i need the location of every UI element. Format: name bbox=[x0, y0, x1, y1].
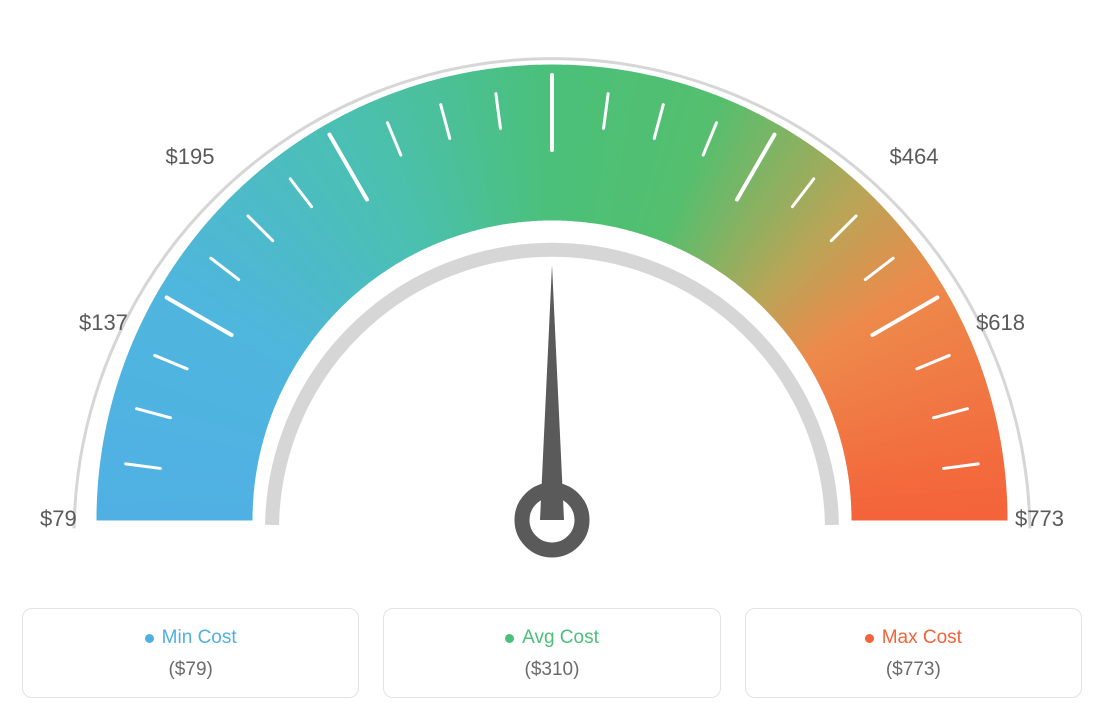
legend-card-max: Max Cost ($773) bbox=[745, 608, 1082, 698]
legend-dot-max bbox=[865, 634, 874, 643]
svg-text:$773: $773 bbox=[1015, 506, 1064, 531]
legend-label-avg: Avg Cost bbox=[522, 627, 599, 649]
svg-text:$618: $618 bbox=[976, 310, 1025, 335]
svg-text:$79: $79 bbox=[40, 506, 77, 531]
legend-value-avg: ($310) bbox=[394, 659, 709, 681]
gauge-svg: $79$137$195$310$464$618$773 bbox=[22, 20, 1082, 580]
legend-value-max: ($773) bbox=[756, 659, 1071, 681]
legend-title-max: Max Cost bbox=[865, 627, 962, 649]
legend-value-min: ($79) bbox=[33, 659, 348, 681]
legend-card-min: Min Cost ($79) bbox=[22, 608, 359, 698]
svg-text:$195: $195 bbox=[165, 144, 214, 169]
legend-card-avg: Avg Cost ($310) bbox=[383, 608, 720, 698]
cost-gauge-chart: $79$137$195$310$464$618$773 Min Cost ($7… bbox=[22, 20, 1082, 698]
legend-title-avg: Avg Cost bbox=[505, 627, 599, 649]
legend-row: Min Cost ($79) Avg Cost ($310) Max Cost … bbox=[22, 608, 1082, 698]
legend-title-min: Min Cost bbox=[145, 627, 237, 649]
legend-dot-min bbox=[145, 634, 154, 643]
svg-text:$137: $137 bbox=[79, 310, 128, 335]
legend-dot-avg bbox=[505, 634, 514, 643]
legend-label-max: Max Cost bbox=[882, 627, 962, 649]
legend-label-min: Min Cost bbox=[162, 627, 237, 649]
svg-text:$464: $464 bbox=[890, 144, 939, 169]
